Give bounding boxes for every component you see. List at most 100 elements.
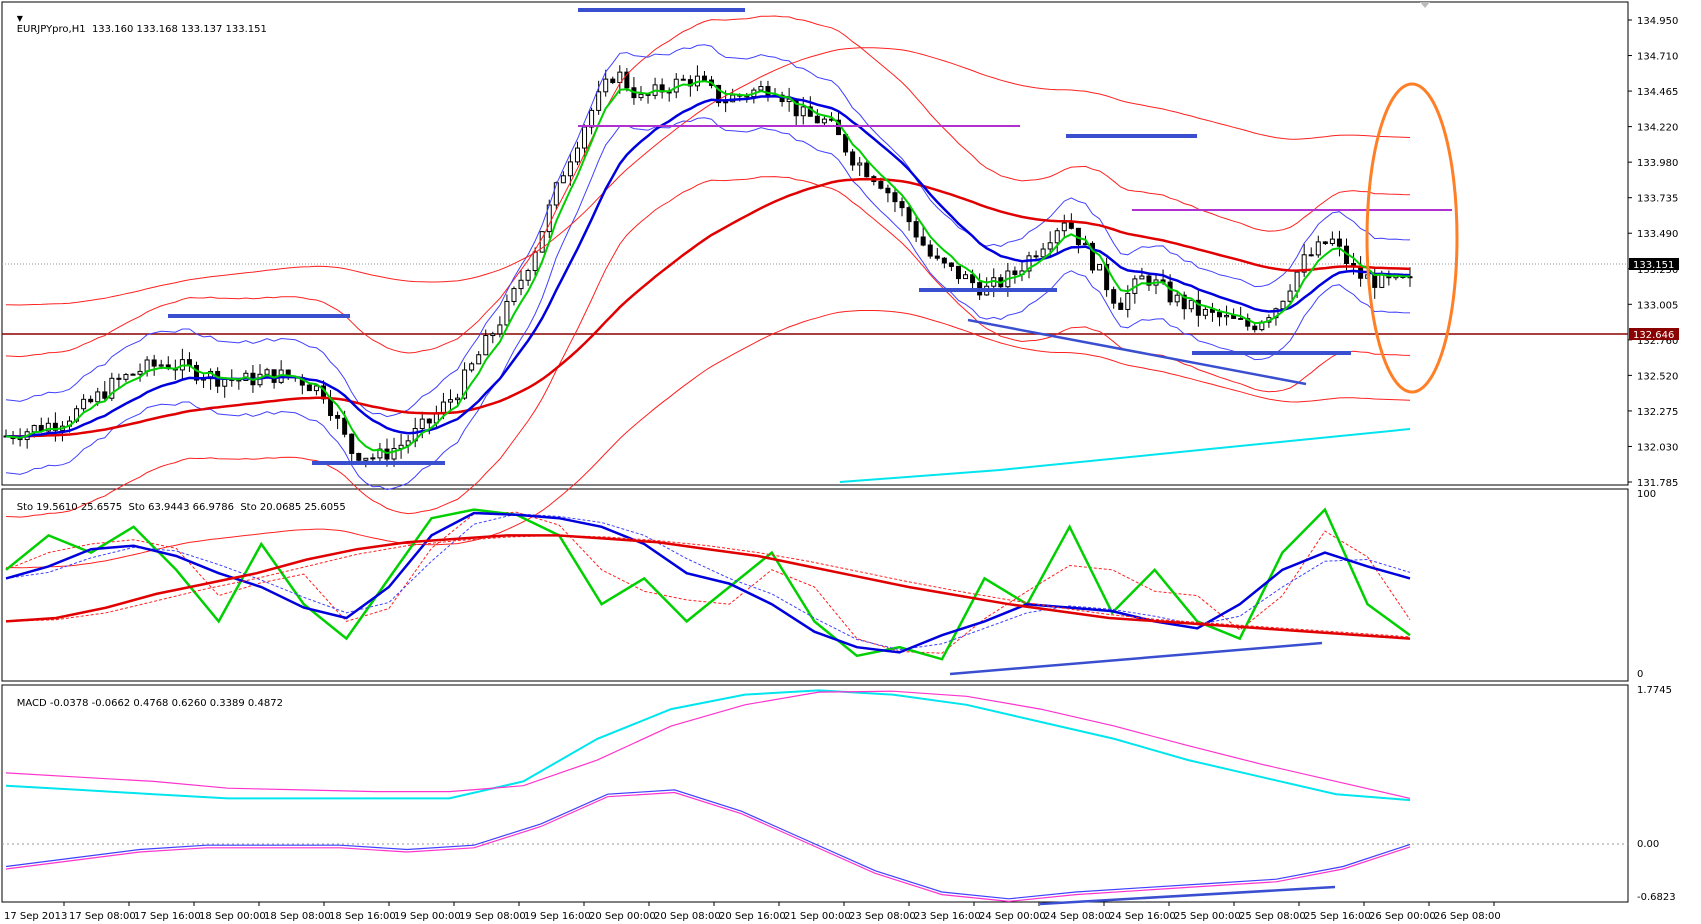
candle-body xyxy=(934,255,940,259)
candle-body xyxy=(1068,222,1074,229)
candle-body xyxy=(1217,311,1223,318)
price-tick-label: 132.275 xyxy=(1637,407,1678,418)
highlight-oval[interactable] xyxy=(1365,82,1459,394)
support-price-box xyxy=(1629,328,1679,340)
candle-body xyxy=(906,207,912,223)
candle-body xyxy=(567,161,573,177)
candle-body xyxy=(1104,263,1110,291)
candle-body xyxy=(878,181,884,189)
price-tick-label: 133.490 xyxy=(1637,229,1678,240)
candle-body xyxy=(462,369,468,399)
stochastic-mid-line-signal xyxy=(5,513,1411,651)
macd-tick-label: 1.7745 xyxy=(1637,685,1672,696)
candle-body xyxy=(137,370,143,375)
candle-body xyxy=(807,106,813,117)
candle-body xyxy=(1146,275,1152,286)
candle-body xyxy=(716,84,722,104)
candle-body xyxy=(1026,255,1032,272)
time-tick-label: 18 Sep 08:00 xyxy=(264,911,331,922)
candle-body xyxy=(426,418,432,424)
candle-body xyxy=(116,377,122,380)
stochastic-fast-line xyxy=(5,507,1411,661)
candle-body xyxy=(102,391,108,399)
macd-main-line xyxy=(5,789,1411,900)
dropdown-triangle-icon[interactable]: ▼ xyxy=(16,14,23,23)
candle-body xyxy=(1287,290,1293,302)
bands-upper-blue xyxy=(5,44,1411,418)
candle-body xyxy=(328,398,334,417)
candle-body xyxy=(123,374,129,380)
candle-body xyxy=(1118,302,1124,310)
candle-body xyxy=(45,422,51,432)
candle-body xyxy=(899,201,905,209)
candle-body xyxy=(941,257,947,264)
time-tick-label: 17 Sep 2013 xyxy=(4,911,67,922)
candle-body xyxy=(560,175,566,184)
candle-body xyxy=(1125,292,1131,310)
candle-body xyxy=(342,417,348,435)
candle-body xyxy=(222,378,228,387)
candle-body xyxy=(363,457,369,461)
candle-body xyxy=(814,115,820,124)
candle-body xyxy=(1097,263,1103,271)
candle-body xyxy=(596,91,602,111)
time-tick-label: 26 Sep 08:00 xyxy=(1434,911,1501,922)
candle-body xyxy=(1061,222,1067,232)
candle-body xyxy=(1139,275,1145,280)
candle-body xyxy=(1252,325,1258,331)
candle-body xyxy=(1329,238,1335,245)
sto-tick-label: 100 xyxy=(1637,489,1656,500)
candle-body xyxy=(1033,255,1039,258)
candle-body xyxy=(1224,314,1230,318)
macd-pane-frame xyxy=(1,684,1629,903)
time-tick-label: 24 Sep 16:00 xyxy=(1109,911,1176,922)
macd-tick-label: -0.6823 xyxy=(1637,892,1676,903)
time-tick-label: 19 Sep 00:00 xyxy=(394,911,461,922)
candle-body xyxy=(391,447,397,460)
candle-body xyxy=(532,251,538,272)
candle-body xyxy=(335,415,341,419)
candle-body xyxy=(970,274,976,284)
outer-band-lower xyxy=(6,310,1411,569)
stochastic-fast-line-signal xyxy=(5,511,1411,654)
candle-body xyxy=(31,424,37,433)
stochastic-values-text: Sto 19.5610 25.6575 Sto 63.9443 66.9786 … xyxy=(16,502,346,513)
candle-body xyxy=(447,399,453,403)
stochastic-slow-line xyxy=(5,534,1411,640)
time-tick-label: 19 Sep 08:00 xyxy=(459,911,526,922)
candle-body xyxy=(95,391,101,403)
candle-body xyxy=(490,333,496,337)
price-tick-label: 134.465 xyxy=(1637,87,1678,98)
candle-body xyxy=(81,398,87,410)
stochastic-pane-frame xyxy=(1,488,1629,682)
candle-body xyxy=(701,75,707,81)
time-tick-label: 24 Sep 08:00 xyxy=(1044,911,1111,922)
candle-body xyxy=(892,192,898,203)
time-tick-label: 19 Sep 16:00 xyxy=(524,911,591,922)
macd-divergence-line[interactable] xyxy=(1039,885,1336,906)
candle-body xyxy=(1315,241,1321,256)
time-tick-label: 26 Sep 00:00 xyxy=(1369,911,1436,922)
price-tick-label: 134.220 xyxy=(1637,123,1678,134)
bands-lower-red xyxy=(5,176,1411,518)
candle-body xyxy=(624,71,630,89)
candle-body xyxy=(857,162,863,166)
candle-body xyxy=(864,162,870,178)
annotation-trend-line[interactable] xyxy=(967,318,1307,386)
candle-body xyxy=(1202,308,1208,316)
bands-upper-red xyxy=(5,15,1411,358)
candle-body xyxy=(1280,300,1286,310)
chart-shift-marker-icon[interactable] xyxy=(1420,2,1430,8)
candle-body xyxy=(885,187,891,194)
candle-body xyxy=(800,106,806,117)
price-tick-label: 131.785 xyxy=(1637,478,1678,489)
candle-body xyxy=(927,244,933,257)
macd-long-line xyxy=(5,689,1411,802)
candle-body xyxy=(1012,270,1018,275)
candle-body xyxy=(1308,254,1314,257)
time-tick-label: 20 Sep 08:00 xyxy=(654,911,721,922)
candle-body xyxy=(151,359,157,367)
stochastic-divergence-line[interactable] xyxy=(949,641,1323,676)
